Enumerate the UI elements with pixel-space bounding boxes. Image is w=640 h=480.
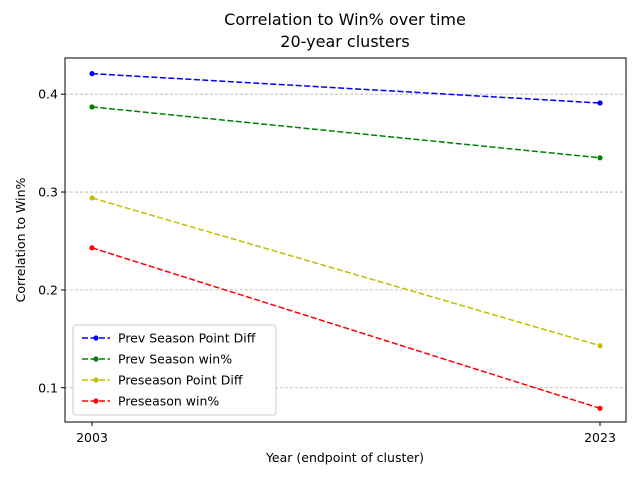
data-point (89, 195, 95, 201)
data-point (597, 343, 603, 349)
chart-title: Correlation to Win% over time (224, 10, 466, 29)
data-point (89, 104, 95, 110)
data-point (597, 155, 603, 161)
y-axis-label: Correlation to Win% (13, 177, 28, 302)
legend-marker (93, 356, 99, 362)
legend-label: Preseason Point Diff (118, 373, 243, 388)
legend: Prev Season Point Diff Prev Season win% Pr… (72, 324, 277, 416)
y-tick-label: 0.4 (38, 87, 58, 102)
legend-label: Prev Season win% (118, 352, 232, 367)
series-line-0 (91, 72, 601, 104)
series-line-1 (91, 106, 601, 159)
y-tick-label: 0.1 (38, 380, 58, 395)
x-tick-label: 2003 (76, 430, 108, 445)
x-axis: 2003 2023 (76, 422, 616, 445)
y-tick-label: 0.2 (38, 282, 58, 297)
legend-marker (93, 335, 99, 341)
x-axis-label: Year (endpoint of cluster) (265, 450, 424, 465)
legend-label: Prev Season Point Diff (118, 331, 256, 346)
legend-label: Preseason win% (118, 394, 219, 409)
y-tick-label: 0.3 (38, 185, 58, 200)
series-lines (89, 71, 603, 411)
legend-marker (93, 398, 99, 404)
data-point (89, 245, 95, 251)
chart-subtitle: 20-year clusters (280, 32, 409, 51)
data-point (597, 100, 603, 106)
plot-frame (64, 57, 627, 423)
x-tick-label: 2023 (584, 430, 616, 445)
data-point (89, 71, 95, 77)
legend-box (72, 324, 277, 416)
legend-marker (93, 377, 99, 383)
series-line-2 (91, 197, 601, 347)
series-line-3 (91, 247, 601, 410)
data-point (597, 405, 603, 411)
y-axis: 0.1 0.2 0.3 0.4 (38, 87, 65, 395)
